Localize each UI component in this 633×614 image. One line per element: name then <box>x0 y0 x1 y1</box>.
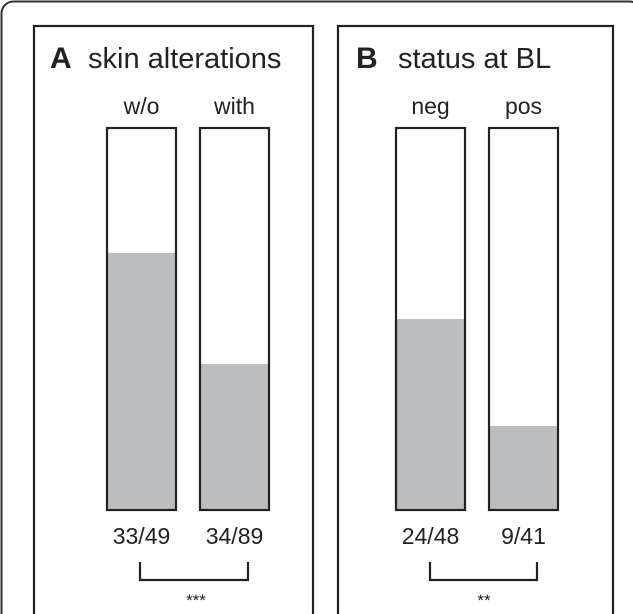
bar <box>396 319 465 510</box>
data-label: 34/89 <box>206 523 264 549</box>
panel-a-title: skin alterations <box>88 43 281 75</box>
bar-outline <box>487 126 560 512</box>
panel-a-border <box>32 24 315 614</box>
panel-b-bars: neg 24/48 pos 9/41 <box>394 93 560 582</box>
category-label: with <box>213 93 255 119</box>
bar <box>200 364 269 510</box>
bar-outline <box>105 126 178 512</box>
bar-outline <box>394 126 467 512</box>
panel-b: B status at BL neg 24/48 pos 9/41 ** <box>336 24 615 614</box>
category-label: w/o <box>123 93 160 119</box>
data-label: 33/49 <box>113 523 171 549</box>
category-label: neg <box>411 93 449 119</box>
data-label: 9/41 <box>501 523 546 549</box>
panel-b-title: status at BL <box>398 43 551 75</box>
bar-outline <box>198 126 271 512</box>
panel-b-letter: B <box>356 42 378 75</box>
panel-a: A skin alterations w/o 33/49 with 34/89 *** <box>32 24 315 614</box>
data-label: 24/48 <box>402 523 460 549</box>
bar <box>107 252 176 510</box>
category-label: pos <box>505 93 542 119</box>
panel-b-border <box>336 24 615 614</box>
significance-bracket <box>428 562 539 582</box>
panel-b-significance: ** <box>477 591 491 610</box>
panel-a-bars: w/o 33/49 with 34/89 <box>105 93 271 582</box>
bar <box>489 425 558 510</box>
panel-a-significance: *** <box>186 591 206 610</box>
significance-bracket <box>138 562 250 582</box>
panel-a-letter: A <box>50 42 72 75</box>
